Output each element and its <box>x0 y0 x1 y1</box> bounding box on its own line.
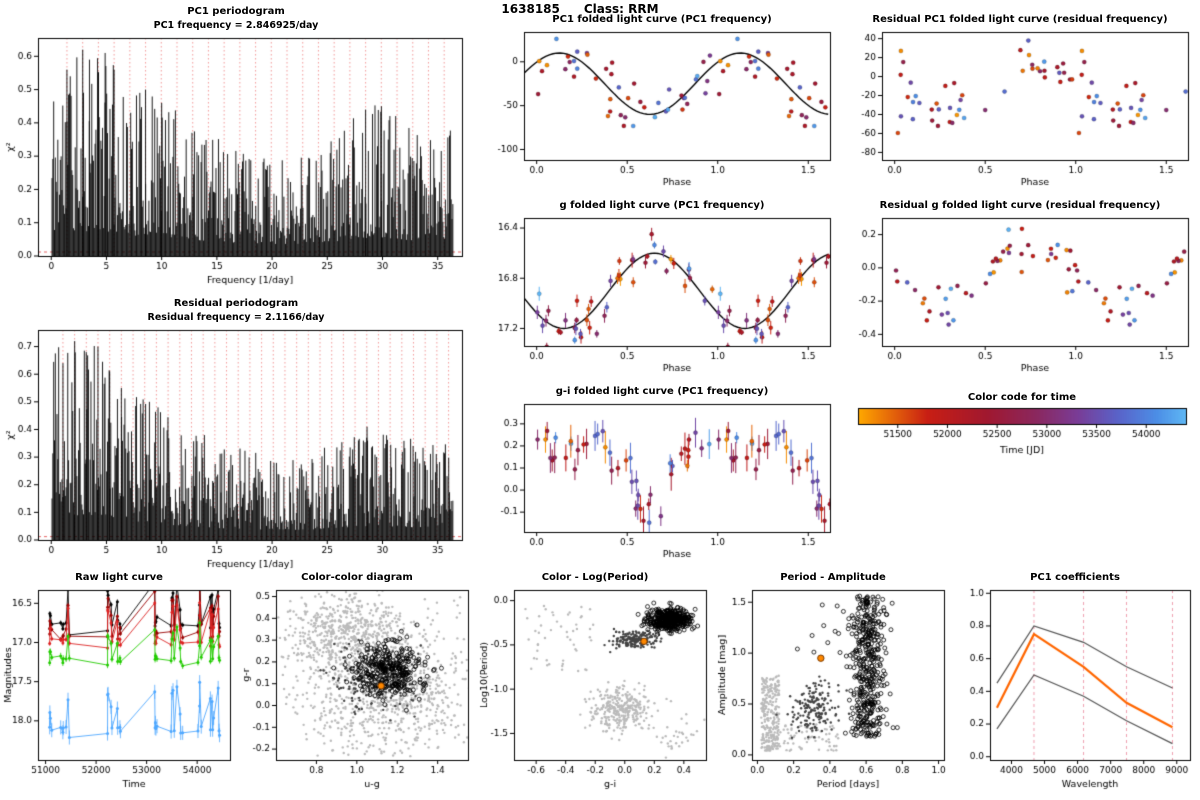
pc1-folded-title: PC1 folded light curve (PC1 frequency) <box>552 14 772 25</box>
object-id: 1638185 <box>501 2 560 16</box>
raw-light-curve-plot <box>2 586 236 790</box>
residual-periodogram-title: Residual periodogram <box>173 298 299 309</box>
residual-periodogram-subtitle: Residual frequency = 2.1166/day <box>147 312 325 323</box>
g-folded-title: g folded light curve (PC1 frequency) <box>559 200 765 211</box>
panel-residual-periodogram: Residual periodogram Residual frequency … <box>4 298 468 570</box>
panel-period-amplitude: Period - Amplitude <box>716 572 950 790</box>
pc1-periodogram-title: PC1 periodogram <box>187 6 285 17</box>
residual-g-folded-title: Residual g folded light curve (residual … <box>879 200 1161 211</box>
gi-folded-plot <box>486 400 838 560</box>
color-logperiod-title: Color - Log(Period) <box>541 572 649 583</box>
pc1-coefficients-plot <box>954 586 1196 790</box>
gi-folded-title: g-i folded light curve (PC1 frequency) <box>555 386 769 397</box>
panel-pc1-folded: PC1 folded light curve (PC1 frequency) <box>486 14 838 188</box>
pc1-periodogram-plot <box>4 34 468 286</box>
color-color-title: Color-color diagram <box>301 572 413 583</box>
panel-gi-folded: g-i folded light curve (PC1 frequency) <box>486 386 838 560</box>
residual-g-folded-plot <box>844 214 1196 374</box>
color-logperiod-plot <box>478 586 712 790</box>
time-colorbar <box>850 406 1194 470</box>
panel-residual-pc1-folded: Residual PC1 folded light curve (residua… <box>844 14 1196 188</box>
period-amplitude-title: Period - Amplitude <box>780 572 886 583</box>
object-class-label: Class: RRM <box>583 2 659 16</box>
pc1-periodogram-subtitle: PC1 frequency = 2.846925/day <box>153 20 319 31</box>
raw-light-curve-title: Raw light curve <box>75 572 163 583</box>
time-colorbar-title: Color code for time <box>967 392 1077 403</box>
g-folded-plot <box>486 214 838 374</box>
panel-color-logperiod: Color - Log(Period) <box>478 572 712 790</box>
panel-g-folded: g folded light curve (PC1 frequency) <box>486 200 838 374</box>
color-color-plot <box>240 586 474 790</box>
panel-color-color: Color-color diagram <box>240 572 474 790</box>
panel-raw-light-curve: Raw light curve <box>2 572 236 790</box>
period-amplitude-plot <box>716 586 950 790</box>
panel-time-colorbar: Color code for time <box>850 392 1194 470</box>
figure-header: 1638185 Class: RRM <box>380 2 780 16</box>
pc1-folded-plot <box>486 28 838 188</box>
pc1-coefficients-title: PC1 coefficients <box>1030 572 1120 583</box>
panel-residual-g-folded: Residual g folded light curve (residual … <box>844 200 1196 374</box>
panel-pc1-coefficients: PC1 coefficients <box>954 572 1196 790</box>
residual-pc1-folded-plot <box>844 28 1196 188</box>
residual-pc1-folded-title: Residual PC1 folded light curve (residua… <box>872 14 1168 25</box>
residual-periodogram-plot <box>4 326 468 570</box>
panel-pc1-periodogram: PC1 periodogram PC1 frequency = 2.846925… <box>4 6 468 286</box>
